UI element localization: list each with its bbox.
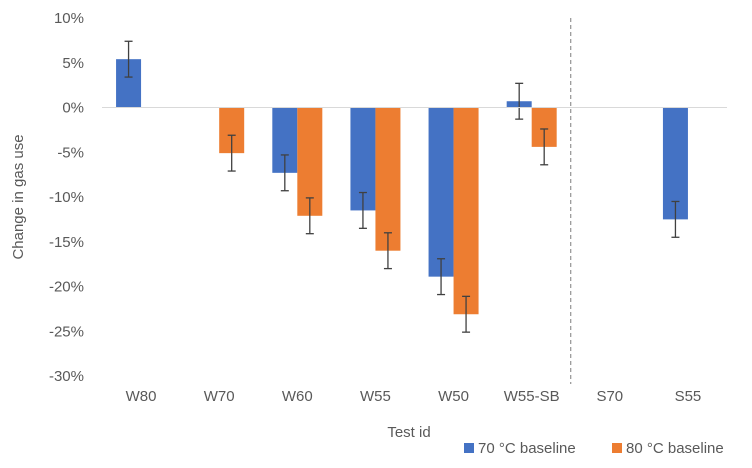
bars: [116, 59, 688, 315]
y-tick-label: -20%: [49, 279, 84, 296]
x-tick-label: W60: [282, 388, 313, 405]
y-tick-label: -30%: [49, 368, 84, 385]
legend-item: 80 °C baseline: [612, 440, 724, 457]
x-axis-title: Test id: [387, 424, 430, 441]
y-tick-label: 0%: [62, 100, 84, 117]
y-tick-label: -5%: [57, 144, 84, 161]
x-tick-label: W50: [438, 388, 469, 405]
bar: [428, 107, 454, 277]
x-axis-ticks: W80 W70 W60 W55 W50 W55-SB S70 S55: [126, 388, 702, 405]
y-axis-ticks: -30% -25% -20% -15% -10% -5% 0% 5% 10%: [49, 10, 84, 385]
error-bars: [124, 40, 680, 333]
legend-label: 70 °C baseline: [478, 440, 576, 457]
bar: [662, 107, 688, 220]
error-bar: [515, 82, 524, 120]
y-tick-label: -25%: [49, 323, 84, 340]
legend-swatch: [464, 443, 474, 453]
error-bar: [227, 134, 236, 172]
legend-swatch: [612, 443, 622, 453]
legend-label: 80 °C baseline: [626, 440, 724, 457]
x-tick-label: W80: [126, 388, 157, 405]
legend-item: 70 °C baseline: [464, 440, 576, 457]
error-bar: [358, 191, 367, 229]
error-bar: [540, 128, 549, 166]
bar: [453, 107, 479, 315]
y-tick-label: -15%: [49, 234, 84, 251]
x-tick-label: W70: [204, 388, 235, 405]
error-bar: [671, 200, 680, 238]
error-bar: [383, 232, 392, 270]
y-tick-label: 10%: [54, 10, 84, 27]
x-tick-label: S70: [596, 388, 623, 405]
error-bar: [305, 197, 314, 235]
error-bar: [280, 154, 289, 192]
y-tick-label: 5%: [62, 55, 84, 72]
legend: 70 °C baseline 80 °C baseline: [464, 440, 724, 457]
x-tick-label: S55: [675, 388, 702, 405]
error-bar: [437, 258, 446, 296]
x-tick-label: W55-SB: [504, 388, 560, 405]
error-bar: [462, 295, 471, 333]
x-tick-label: W55: [360, 388, 391, 405]
y-tick-label: -10%: [49, 189, 84, 206]
bar: [375, 107, 401, 251]
y-axis-title: Change in gas use: [10, 134, 27, 259]
error-bar: [124, 40, 133, 78]
